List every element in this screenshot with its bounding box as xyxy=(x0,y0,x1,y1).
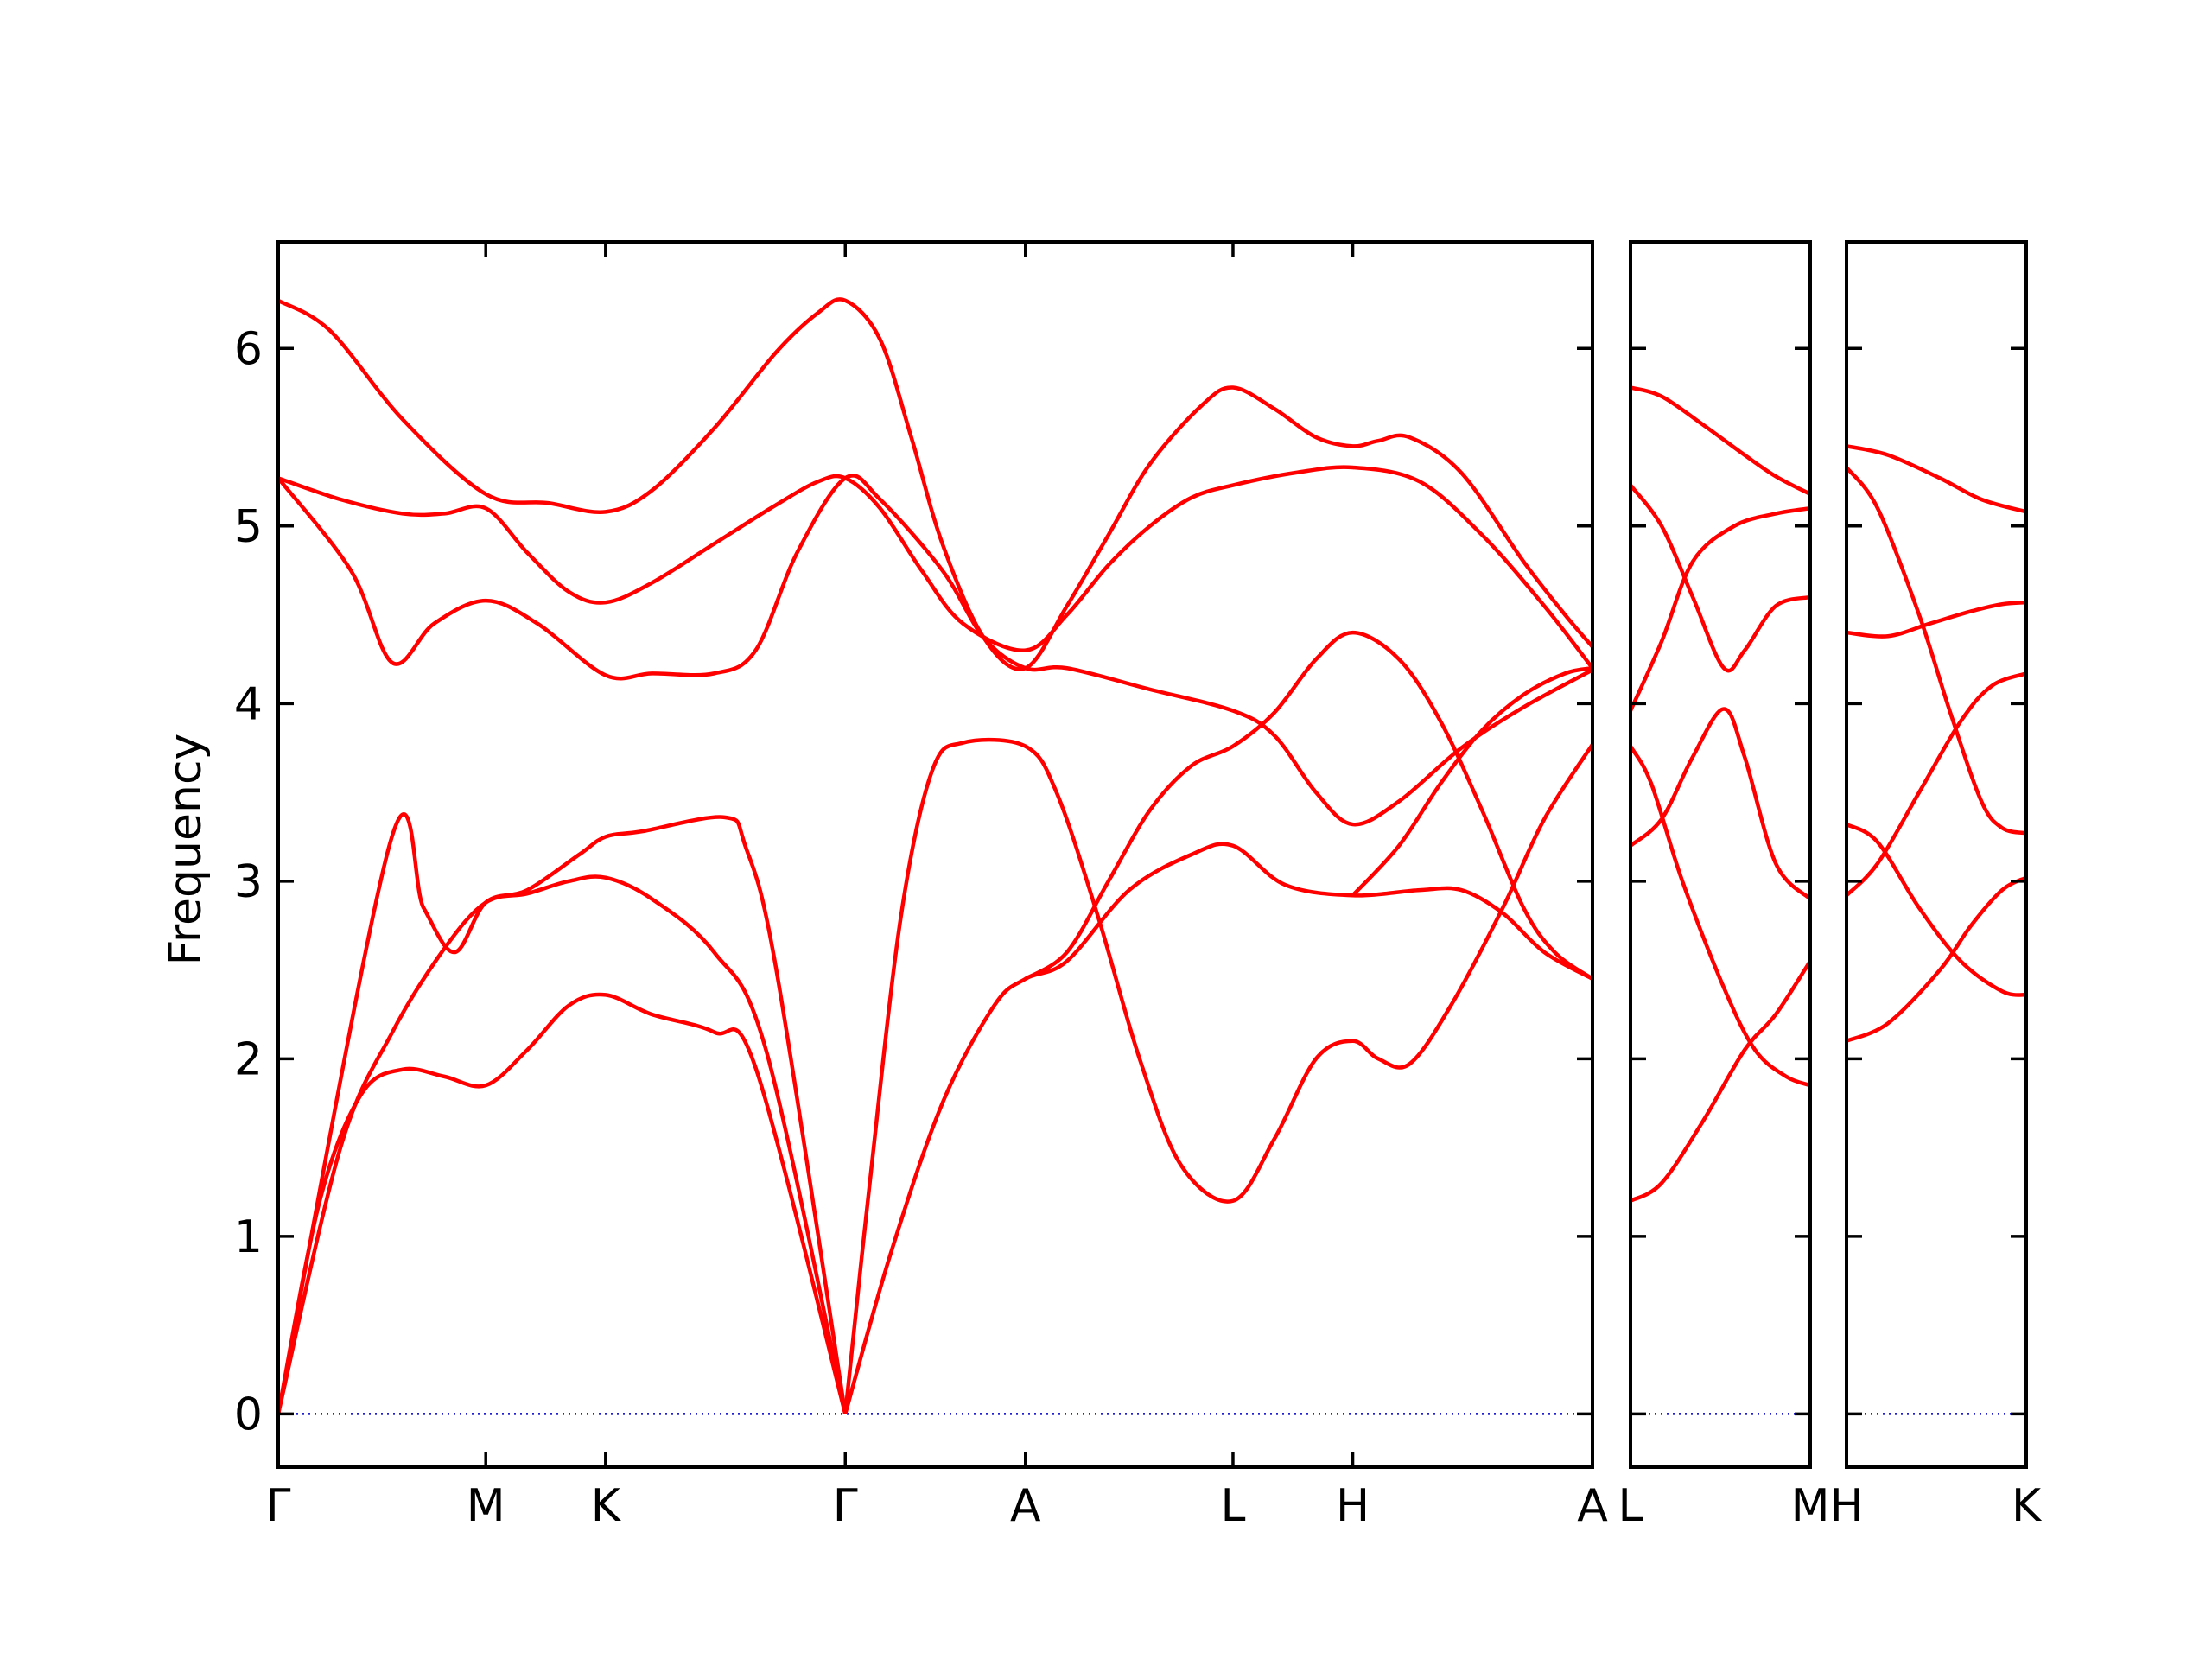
x-tick-label: Γ xyxy=(266,1480,291,1532)
bands xyxy=(1630,385,1810,1203)
y-tick-label: 4 xyxy=(234,678,263,730)
band-line-0 xyxy=(1847,875,2026,1043)
y-tick-label: 0 xyxy=(234,1389,263,1440)
band-line-0 xyxy=(278,812,848,1414)
y-tick-label: 5 xyxy=(234,501,263,553)
x-tick-label: M xyxy=(467,1480,505,1532)
band-line-4 xyxy=(1847,466,2026,836)
band-line-4 xyxy=(1630,484,1810,673)
band-line-6 xyxy=(843,842,1592,1414)
panel-0: 0 1 2 3 4 5 6 Γ M K Γ A L H A xyxy=(234,240,1608,1532)
panel-frame xyxy=(1629,240,1812,1469)
band-line-3 xyxy=(1847,600,2026,639)
bands xyxy=(278,297,1592,1414)
x-tick-label: A xyxy=(1577,1480,1608,1532)
band-line-3 xyxy=(278,474,1592,827)
x-tick-label: M xyxy=(1791,1480,1830,1532)
x-tick-label: Γ xyxy=(833,1480,858,1532)
panel-frame xyxy=(276,240,1594,1469)
x-tick-label: H xyxy=(1829,1480,1863,1532)
x-tick-label: K xyxy=(2012,1480,2043,1532)
band-line-5 xyxy=(1630,385,1810,496)
band-line-7 xyxy=(843,737,1592,1414)
band-line-2 xyxy=(278,992,848,1414)
band-line-1 xyxy=(1847,671,2026,897)
band-line-2 xyxy=(1847,823,2026,997)
band-line-5 xyxy=(1847,444,2026,514)
band-line-0 xyxy=(1630,960,1810,1203)
band-line-4 xyxy=(278,465,1592,670)
x-tick-label: A xyxy=(1010,1480,1041,1532)
band-line-8 xyxy=(1024,630,1592,981)
x-tick-label: L xyxy=(1618,1480,1643,1532)
panel-frame xyxy=(1845,240,2028,1469)
bands xyxy=(1847,444,2026,1043)
band-line-2 xyxy=(1630,745,1810,1088)
y-tick-label: 3 xyxy=(234,856,263,908)
band-line-3 xyxy=(1630,506,1810,712)
y-tick-label: 6 xyxy=(234,323,263,375)
y-tick-label: 2 xyxy=(234,1033,263,1085)
x-tick-label: H xyxy=(1336,1480,1370,1532)
band-line-5 xyxy=(278,297,1592,671)
band-line-9 xyxy=(1351,665,1592,897)
y-tick-label: 1 xyxy=(234,1211,263,1263)
y-axis-label: Frequency xyxy=(160,734,212,966)
x-tick-label: L xyxy=(1220,1480,1245,1532)
x-tick-label: K xyxy=(591,1480,622,1532)
